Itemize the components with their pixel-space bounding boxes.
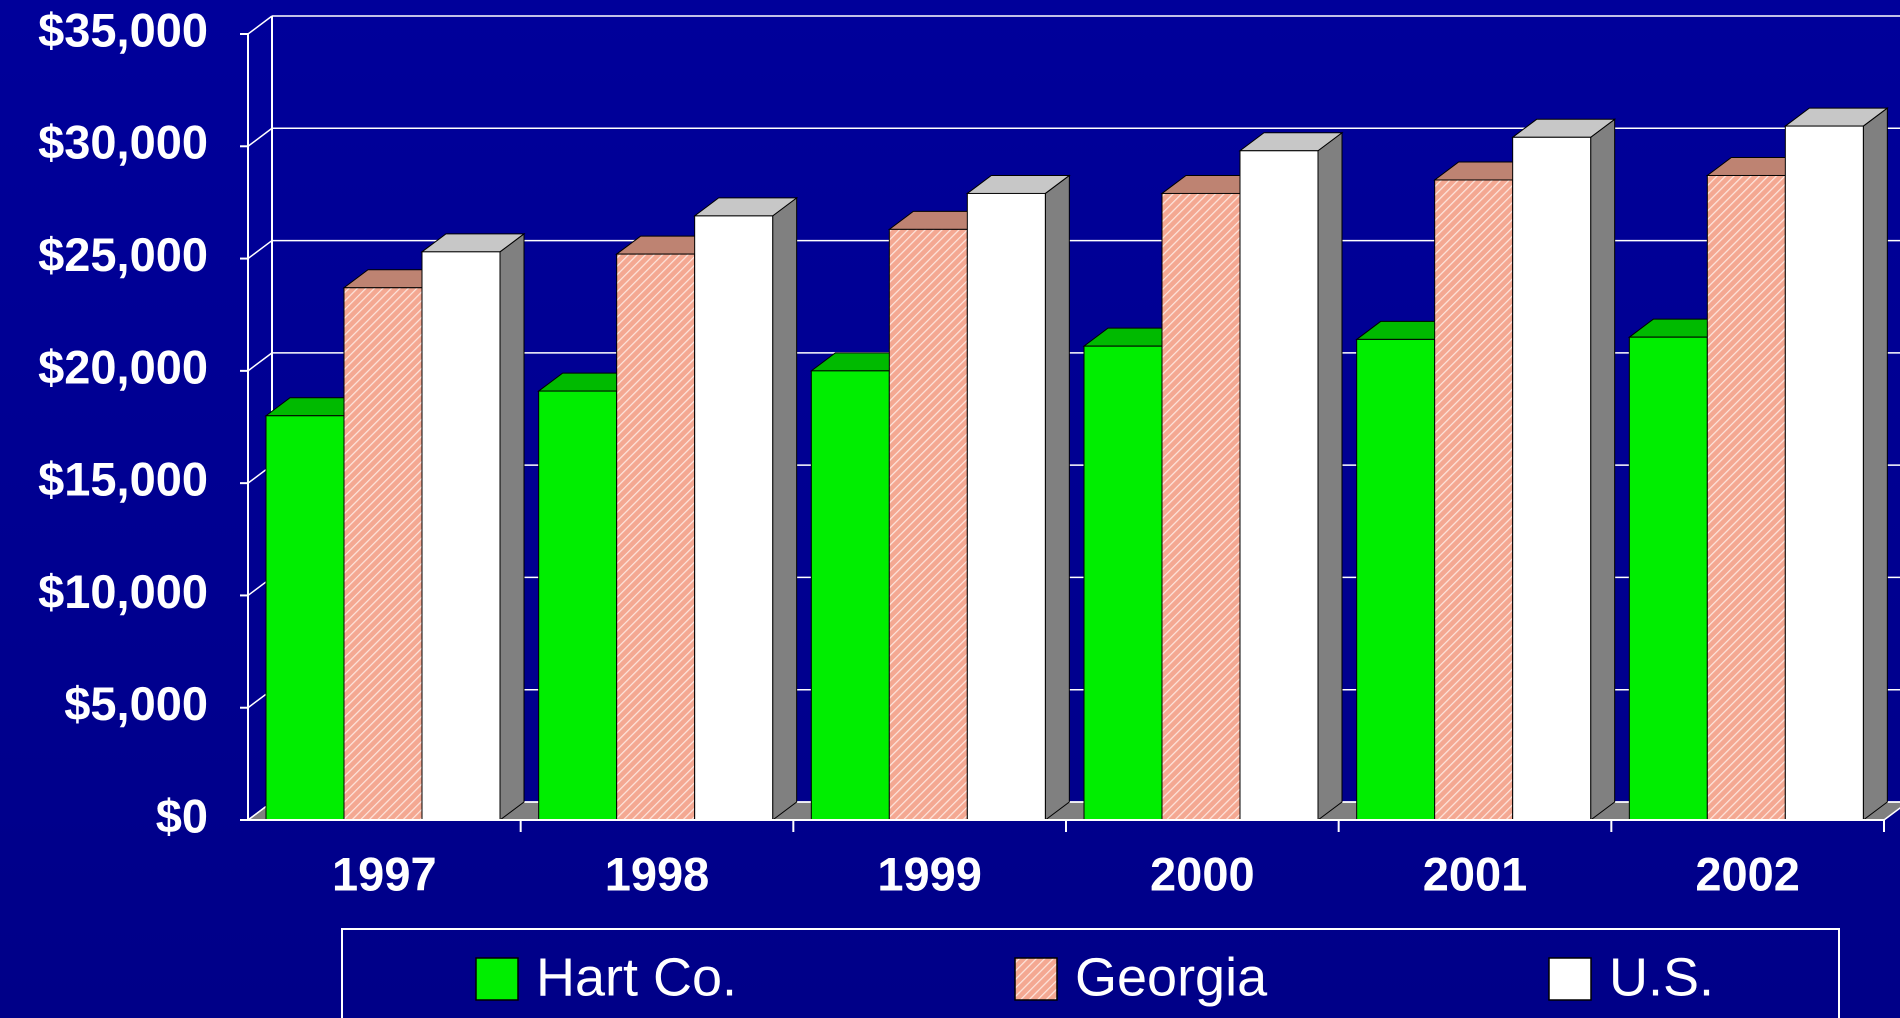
y-tick-label: $15,000 — [38, 453, 208, 506]
bar-side — [1862, 107, 1888, 821]
bar — [694, 215, 774, 821]
legend-box — [341, 928, 1840, 1018]
y-tick-label: $25,000 — [38, 228, 208, 281]
bar — [1239, 150, 1319, 821]
y-tick-label: $20,000 — [38, 340, 208, 393]
y-tick-label: $35,000 — [38, 3, 208, 56]
bar — [1161, 192, 1241, 821]
bar — [616, 253, 696, 821]
legend-key — [1014, 957, 1058, 1001]
bar — [1706, 174, 1786, 821]
bar-group — [693, 196, 799, 821]
grid-line-side — [247, 127, 273, 147]
legend-label: Hart Co. — [536, 947, 737, 1007]
bar-group — [420, 232, 526, 821]
legend-label: U.S. — [1609, 947, 1714, 1007]
grid-line-side — [247, 15, 273, 35]
y-tick-label: $30,000 — [38, 116, 208, 169]
bar-group — [1511, 118, 1617, 821]
legend-key — [475, 957, 519, 1001]
bar — [1356, 338, 1436, 821]
y-tick-label: $10,000 — [38, 565, 208, 618]
x-tick-label: 1999 — [877, 847, 982, 900]
y-tick-label: $0 — [156, 789, 208, 842]
x-tick-label: 1997 — [332, 847, 437, 900]
x-tick-label: 2000 — [1150, 847, 1255, 900]
bar-group — [965, 174, 1071, 821]
bar-side — [772, 196, 798, 821]
x-tick-label: 2001 — [1423, 847, 1528, 900]
bar — [421, 251, 501, 821]
legend-label: Georgia — [1075, 947, 1268, 1007]
bar — [1784, 125, 1864, 821]
bar-group — [1433, 160, 1539, 821]
bar — [265, 415, 345, 821]
bar — [1434, 179, 1514, 821]
bar — [343, 287, 423, 821]
bar-group — [615, 235, 721, 821]
bar-side — [499, 232, 525, 821]
y-tick-label: $5,000 — [64, 677, 208, 730]
bar — [538, 390, 618, 821]
bar-group — [1238, 131, 1344, 821]
bar — [1628, 336, 1708, 821]
bar — [1083, 345, 1163, 821]
bar — [810, 370, 890, 821]
bar-side — [1317, 131, 1343, 821]
legend-key — [1548, 957, 1592, 1001]
x-tick-label: 2002 — [1695, 847, 1800, 900]
bar-side — [1044, 174, 1070, 821]
x-tick-label: 1998 — [605, 847, 710, 900]
bar-group — [1783, 107, 1889, 821]
bar — [888, 228, 968, 821]
grid-line-side — [247, 352, 273, 372]
grid-line-side — [247, 239, 273, 260]
bar — [966, 192, 1046, 821]
bar — [1512, 136, 1592, 821]
bar-side — [1590, 118, 1616, 821]
